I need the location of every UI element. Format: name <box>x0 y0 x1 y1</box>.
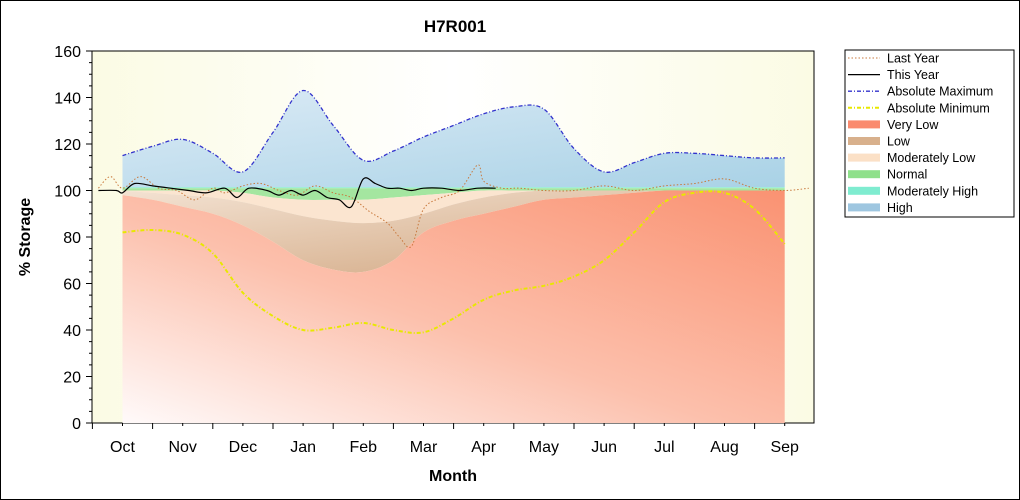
y-tick-label: 40 <box>63 323 81 340</box>
series-absolute-minimum <box>122 190 786 335</box>
legend-swatch-normal <box>848 170 880 179</box>
y-tick-label: 0 <box>72 416 81 433</box>
x-tick-label-may: May <box>529 439 559 456</box>
legend-swatch-very-low <box>848 120 880 129</box>
x-tick-label-jan: Jan <box>290 439 316 456</box>
legend-swatch-moderately-high <box>848 186 880 195</box>
legend: Last Year This Year Absolute Maximum Absolu… <box>844 49 1015 218</box>
legend-item-last-year: Last Year <box>848 52 939 66</box>
series-absolute-maximum <box>122 89 785 173</box>
x-tick-label-jul: Jul <box>654 439 674 456</box>
legend-swatch-high <box>848 203 880 212</box>
x-tick-label-mar: Mar <box>410 439 438 456</box>
y-tick-label: 20 <box>63 370 81 387</box>
y-tick-label: 140 <box>54 91 81 108</box>
y-tick-label: 80 <box>63 230 81 247</box>
band-very-low <box>122 190 785 423</box>
x-tick-label-nov: Nov <box>168 439 196 456</box>
legend-label-moderately-low: Moderately Low <box>887 151 976 165</box>
legend-item-absolute-maximum: Absolute Maximum <box>848 85 993 99</box>
x-tick-label-oct: Oct <box>110 439 135 456</box>
legend-swatch-moderately-low <box>848 153 880 162</box>
legend-item-normal: Normal <box>848 168 927 182</box>
legend-item-very-low: Very Low <box>848 118 939 132</box>
legend-item-absolute-minimum: Absolute Minimum <box>848 101 990 115</box>
series-layer <box>98 89 809 335</box>
legend-item-moderately-high: Moderately High <box>848 184 978 198</box>
legend-label-moderately-high: Moderately High <box>887 184 978 198</box>
y-axis-title: % Storage <box>17 198 34 276</box>
legend-label-last-year: Last Year <box>887 52 939 66</box>
x-tick-label-apr: Apr <box>471 439 497 456</box>
legend-item-moderately-low: Moderately Low <box>848 151 976 165</box>
legend-label-absolute-maximum: Absolute Maximum <box>887 85 993 99</box>
legend-label-high: High <box>887 201 913 215</box>
y-tick-label: 100 <box>54 184 81 201</box>
y-tick-label: 60 <box>63 277 81 294</box>
band-high <box>122 90 785 187</box>
legend-label-low: Low <box>887 135 911 149</box>
axes-layer: 0 20 40 60 80 100 120 140 160 Oct Nov Dec Jan Feb Mar A… <box>54 44 799 456</box>
x-axis-title: Month <box>429 468 477 485</box>
legend-label-this-year: This Year <box>887 68 939 82</box>
x-tick-label-aug: Aug <box>710 439 738 456</box>
series-this-year <box>98 177 496 209</box>
legend-item-high: High <box>848 201 913 215</box>
x-tick-label-feb: Feb <box>350 439 378 456</box>
x-tick-label-dec: Dec <box>229 439 257 456</box>
series-last-year <box>98 164 809 248</box>
legend-swatch-low <box>848 137 880 145</box>
band-low <box>122 190 785 273</box>
legend-item-low: Low <box>848 135 911 149</box>
x-tick-label-jun: Jun <box>591 439 617 456</box>
y-tick-label: 120 <box>54 137 81 154</box>
y-tick-label: 160 <box>54 44 81 61</box>
legend-item-this-year: This Year <box>848 68 939 82</box>
band-moderately-low <box>122 190 785 224</box>
legend-label-absolute-minimum: Absolute Minimum <box>887 101 990 115</box>
legend-label-very-low: Very Low <box>887 118 939 132</box>
x-tick-label-sep: Sep <box>770 439 799 456</box>
chart-title: H7R001 <box>424 17 486 36</box>
legend-label-normal: Normal <box>887 168 927 182</box>
